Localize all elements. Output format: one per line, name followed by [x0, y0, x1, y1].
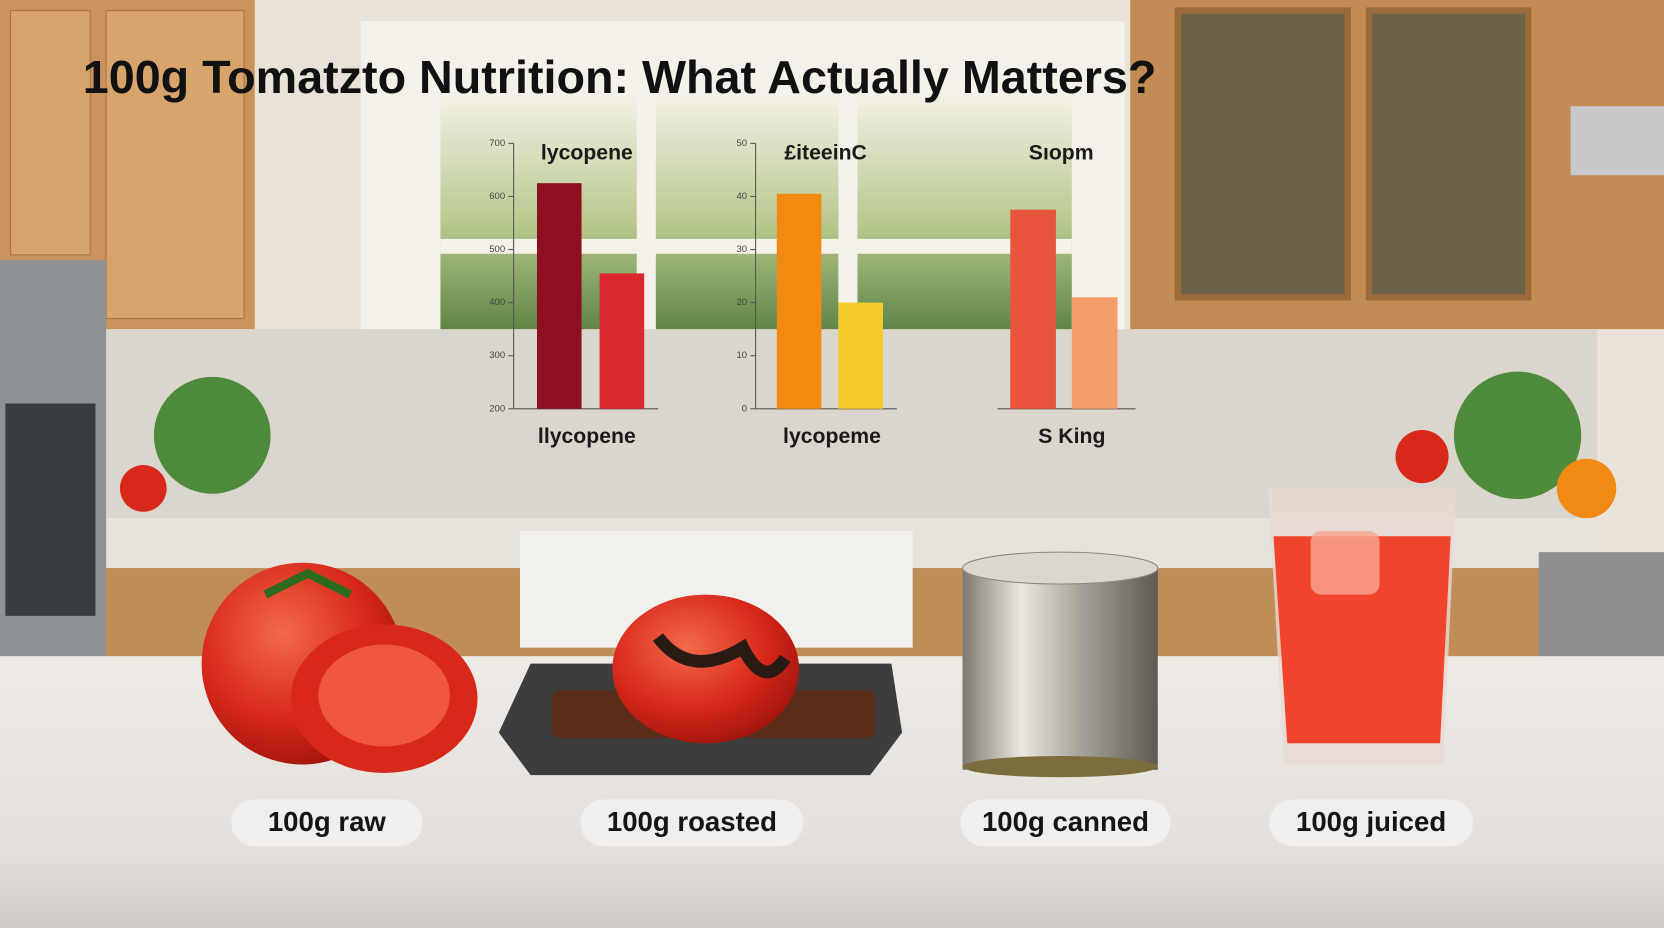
- y-tick-label: 400: [489, 297, 505, 308]
- label-pill: [231, 799, 423, 847]
- label-pill: [580, 799, 804, 847]
- y-tick-label: 40: [736, 191, 747, 202]
- food-label: 100g raw: [268, 806, 387, 837]
- bar: [1010, 209, 1056, 409]
- bar: [838, 302, 883, 409]
- charts: 200 300 400 500 600 700 lycopene llycopene 0 10 20…: [489, 138, 1136, 448]
- x-axis-label: llycopene: [538, 425, 636, 448]
- food-label: 100g juiced: [1296, 806, 1446, 837]
- label-pill: [960, 799, 1171, 847]
- chart-title: lycopene: [541, 142, 633, 165]
- y-tick-label: 500: [489, 244, 505, 255]
- bar: [776, 193, 822, 409]
- y-tick-label: 50: [736, 138, 747, 149]
- mini-chart: 0 10 20 30 40 50 £iteeinC lycopeme: [736, 138, 897, 448]
- y-tick-label: 0: [742, 403, 747, 414]
- y-tick-label: 200: [489, 403, 505, 414]
- chart-title: £iteeinC: [784, 142, 867, 165]
- y-tick-label: 10: [736, 350, 747, 361]
- chart-title: Sıopm: [1029, 142, 1094, 165]
- y-tick-label: 700: [489, 138, 505, 149]
- y-tick-label: 600: [489, 191, 505, 202]
- food-label: 100g roasted: [607, 806, 777, 837]
- food-label: 100g canned: [982, 806, 1149, 837]
- food: [201, 488, 1456, 778]
- bar: [599, 273, 645, 409]
- bar: [536, 183, 582, 409]
- label-pill: [1269, 799, 1473, 847]
- mini-chart: 200 300 400 500 600 700 lycopene llycopene: [489, 138, 658, 448]
- x-axis-label: S King: [1038, 425, 1105, 448]
- y-tick-label: 30: [736, 244, 747, 255]
- x-axis-label: lycopeme: [783, 425, 881, 448]
- y-tick-label: 20: [736, 297, 747, 308]
- mini-chart: Sıopm S King: [997, 142, 1136, 448]
- food-labels: 100g raw 100g roasted 100g canned 100g juic…: [231, 799, 1473, 847]
- page-title: 100g Tomatzto Nutrition: What Actually M…: [83, 51, 1157, 103]
- bar: [1071, 297, 1118, 409]
- y-tick-label: 300: [489, 350, 505, 361]
